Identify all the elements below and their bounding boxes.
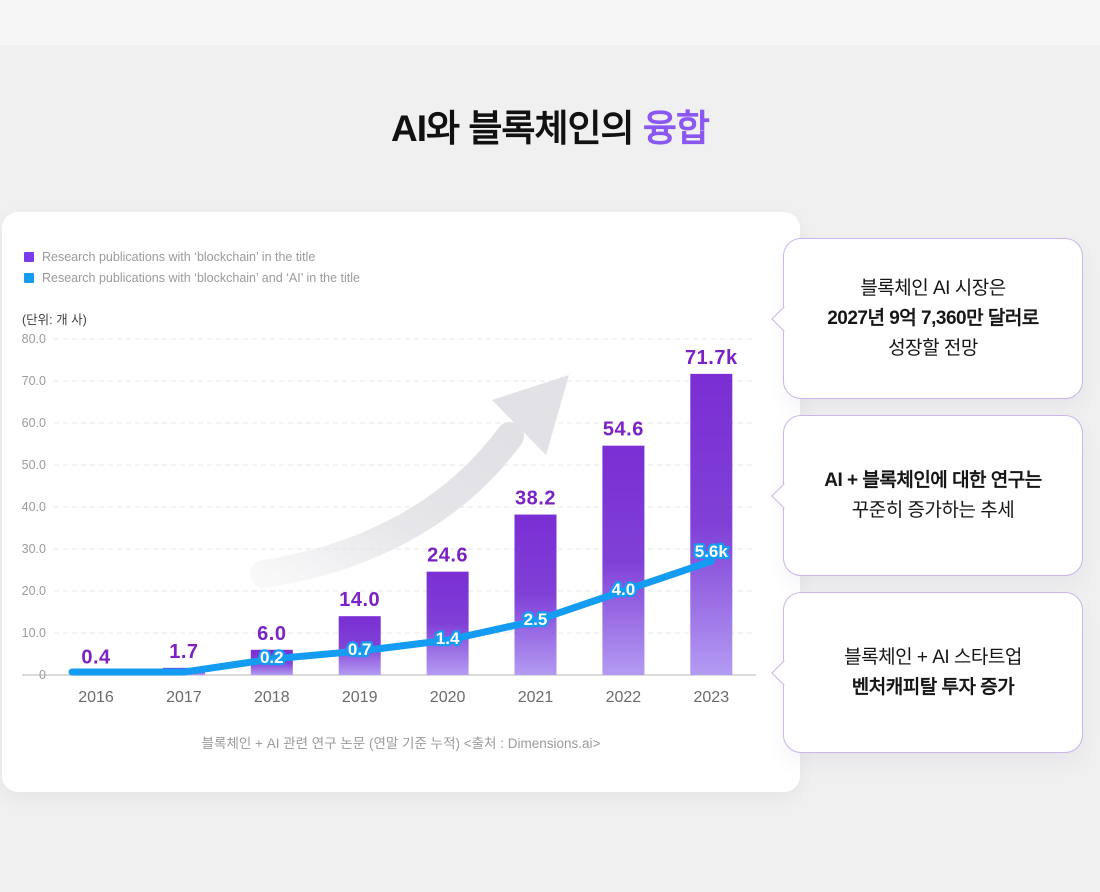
unit-label: (단위: 개 사) (22, 313, 87, 327)
x-tick-label: 2022 (606, 689, 642, 706)
line-value-label: 0.2 (260, 648, 284, 667)
line-value-label: 4.0 (612, 580, 636, 599)
legend-swatch-purple (24, 252, 34, 262)
y-tick-label: 0 (39, 668, 46, 682)
y-tick-label: 20.0 (22, 584, 46, 598)
x-tick-label: 2017 (166, 689, 202, 706)
x-tick-label: 2023 (694, 689, 730, 706)
x-tick-label: 2020 (430, 689, 466, 706)
y-tick-label: 30.0 (22, 542, 46, 556)
bar-value-label: 71.7k (685, 347, 738, 369)
page-title-prefix: AI와 블록체인의 (391, 108, 643, 149)
callout-text-line: 블록체인 + AI 스타트업 (844, 646, 1022, 668)
bar-value-label: 6.0 (257, 623, 286, 645)
trend-arrow-head (492, 375, 569, 455)
legend-swatch-blue (24, 273, 34, 283)
bar-2022 (602, 445, 645, 675)
trend-arrow-shaft (250, 422, 524, 588)
line-series (68, 557, 715, 676)
bar-value-label: 38.2 (515, 488, 556, 510)
y-tick-label: 80.0 (22, 332, 46, 346)
bar-value-label: 0.4 (81, 646, 111, 668)
page-title: AI와 블록체인의 융합 (0, 98, 1100, 152)
x-tick-label: 2016 (78, 689, 114, 706)
callout-text-line: 2027년 9억 7,360만 달러로 (827, 307, 1039, 329)
y-tick-label: 10.0 (22, 626, 46, 640)
legend-item-blockchain-ai: Research publications with ‘blockchain’ … (24, 271, 360, 285)
legend-label: Research publications with ‘blockchain’ … (42, 250, 316, 264)
page-title-accent: 융합 (642, 108, 710, 149)
bar-2023 (690, 373, 733, 675)
chart-card: Research publications with ‘blockchain’ … (2, 212, 800, 792)
line-value-label: 1.4 (436, 629, 460, 648)
x-tick-label: 2021 (518, 689, 554, 706)
y-tick-label: 70.0 (22, 374, 46, 388)
legend-item-blockchain: Research publications with ‘blockchain’ … (24, 250, 360, 264)
callout-text-line: 블록체인 AI 시장은 (860, 277, 1006, 299)
bar-value-label: 54.6 (603, 419, 644, 441)
line-value-label: 2.5 (524, 610, 548, 629)
legend-label: Research publications with ‘blockchain’ … (42, 271, 360, 285)
bar-2019 (338, 616, 381, 675)
line-value-label: 5.6k (695, 542, 729, 561)
chart-caption: 블록체인 + AI 관련 연구 논문 (연말 기준 누적) <출처 : Dime… (201, 736, 601, 751)
bar-value-label: 14.0 (339, 589, 380, 611)
bar-2020 (426, 571, 469, 675)
callout-text-line: AI + 블록체인에 대한 연구는 (824, 469, 1042, 491)
chart-legend: Research publications with ‘blockchain’ … (24, 250, 360, 292)
bar-value-label: 24.6 (427, 545, 468, 567)
callout-text-line: 성장할 전망 (888, 337, 978, 359)
line-value-label: 0.7 (348, 640, 372, 659)
callout-text-line: 벤처캐피탈 투자 증가 (851, 676, 1015, 698)
chart-svg: 80.0 70.0 60.0 50.0 40.0 30.0 20.0 10.0 0 0.4 1.7 6… (22, 332, 756, 706)
top-strip (0, 0, 1100, 45)
bar-2021 (514, 514, 557, 675)
bar-value-label: 1.7 (169, 641, 198, 663)
y-tick-label: 50.0 (22, 458, 46, 472)
y-tick-label: 40.0 (22, 500, 46, 514)
y-tick-label: 60.0 (22, 416, 46, 430)
x-tick-label: 2018 (254, 689, 290, 706)
callout-text-line: 꾸준히 증가하는 추세 (851, 499, 1015, 521)
x-tick-label: 2019 (342, 689, 378, 706)
